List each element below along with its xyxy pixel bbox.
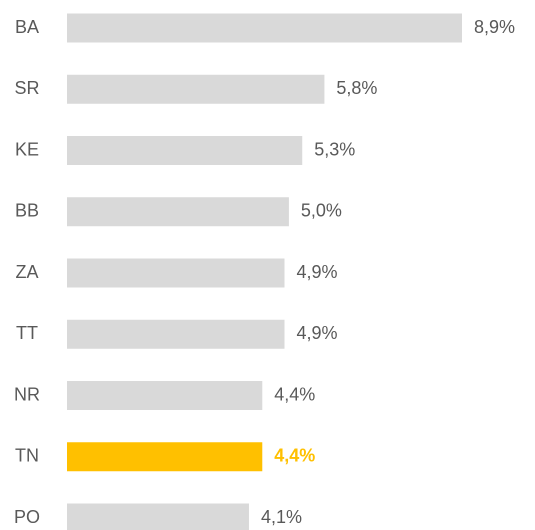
value-label: 4,4%: [274, 384, 315, 404]
category-label: BA: [15, 17, 39, 37]
bar: [67, 503, 249, 530]
value-label: 5,3%: [314, 139, 355, 159]
category-label: SR: [14, 78, 39, 98]
bar: [67, 381, 263, 410]
value-label: 8,9%: [474, 17, 515, 37]
category-label: NR: [14, 384, 40, 404]
value-label: 4,9%: [296, 262, 337, 282]
value-label: 5,0%: [301, 201, 342, 221]
bar: [67, 258, 285, 288]
value-label: 4,1%: [261, 507, 302, 527]
value-label: 5,8%: [336, 78, 377, 98]
value-label: 4,4%: [274, 446, 315, 466]
category-label: KE: [15, 139, 39, 159]
bar: [67, 13, 462, 43]
category-label: TT: [16, 323, 38, 343]
bar: [67, 442, 263, 472]
bar: [67, 136, 303, 165]
bar: [67, 74, 325, 104]
value-label: 4,9%: [296, 323, 337, 343]
bar: [67, 197, 289, 227]
category-label: ZA: [15, 262, 38, 282]
category-label: BB: [15, 201, 39, 221]
category-label: TN: [15, 446, 39, 466]
bar: [67, 319, 285, 349]
category-label: PO: [14, 507, 40, 527]
